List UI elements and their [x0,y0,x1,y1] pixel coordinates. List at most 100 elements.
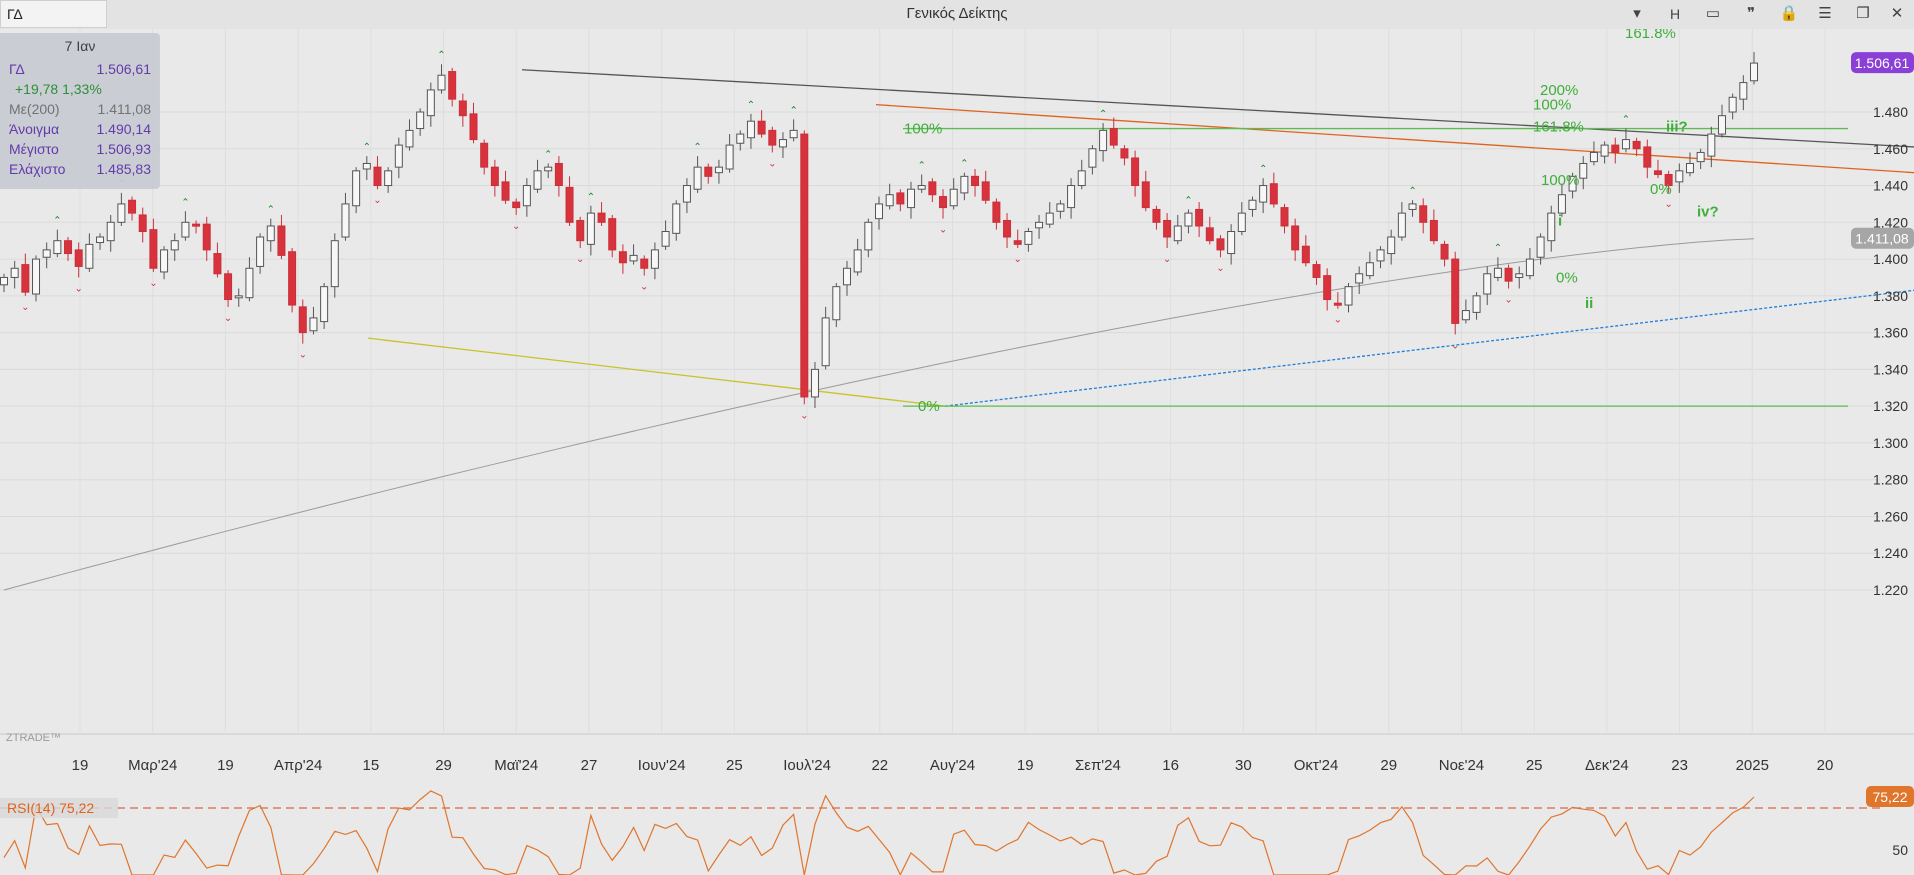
candle-body [1355,273,1364,284]
candle-body [875,203,883,220]
rsi-panel[interactable]: RSI(14) 75,22 50 75,22 [0,777,1914,875]
candle-body [1632,140,1641,150]
fractal-down-icon: ⌄ [640,282,648,293]
candle-body [1675,170,1684,183]
candle-body [106,221,115,242]
candle-body [757,120,766,135]
candle-body [1579,162,1588,179]
candle-body [693,166,702,190]
candle-body [789,129,798,139]
candle-body [821,317,830,367]
info-low-label: Ελάχιστο [9,161,66,177]
chevron-down-icon[interactable]: ▾ [1633,5,1641,22]
chart-background [0,29,1914,875]
candle-body [917,185,926,190]
candle-body [10,267,19,278]
fractal-down-icon: ⌄ [1216,263,1224,274]
candle-body [1621,139,1630,150]
candle-body [1237,212,1246,233]
chart-area[interactable]: ⌄⌃⌄⌃⌄⌃⌄⌃⌄⌃⌄⌃⌄⌃⌄⌃⌄⌃⌃⌄⌃⌄⌃⌄⌃⌄⌃⌄⌃⌄⌃⌄⌃⌄⌃⌄⌃⌄ 1… [0,29,1914,875]
candle-body [1152,208,1161,223]
candle-body [53,240,62,255]
fractal-up-icon: ⌃ [267,205,275,216]
candle-body [1067,185,1076,209]
y-tick-label: 1.440 [1873,178,1908,194]
panel-icon[interactable]: ▭ [1705,5,1721,22]
info-date: 7 Ιαν [64,38,96,54]
close-icon[interactable]: ✕ [1890,5,1904,22]
resistance-line-orange [875,103,1914,174]
candle-body [1109,128,1118,146]
x-tick-label: Αυγ'24 [930,757,975,774]
candle-body [320,286,329,323]
candle-body [373,166,382,187]
candle-body [1461,310,1470,321]
candle-body [800,133,809,398]
x-tick-label: 19 [217,757,234,774]
candle-body [277,225,286,256]
rsi-title: RSI(14) 75,22 [7,800,94,816]
candle-body [1184,212,1193,227]
x-tick-label: Μαρ'24 [128,757,177,774]
candle-body [309,317,318,332]
candle-body [1248,199,1257,210]
candle-body [586,212,595,245]
trend-line-yellow [367,337,946,407]
quote-icon[interactable]: ❞ [1746,5,1756,22]
candle-body [1227,231,1236,255]
y-tick-label: 1.380 [1873,288,1908,304]
fractal-down-icon: ⌄ [1504,294,1512,305]
candle-body [362,162,371,170]
candle-body [85,243,94,269]
symbol-input[interactable]: ΓΔ [0,0,107,28]
y-tick-label: 1.260 [1873,508,1908,524]
candle-body [1750,62,1758,82]
fractal-down-icon: ⌄ [576,254,584,265]
candle-body [448,71,457,100]
fractal-up-icon: ⌃ [917,161,925,172]
candle-body [597,212,606,223]
candle-body [21,264,30,293]
info-open-row: Άνοιγμα 1.490,14 [9,121,151,141]
candle-body [1216,238,1225,251]
fractal-up-icon: ⌃ [960,159,968,170]
candle-body [1397,212,1406,238]
menu-icon[interactable]: ☰ [1818,5,1832,22]
fib-label: 200% [1540,82,1578,99]
candle-body [256,236,265,267]
fractal-down-icon: ⌄ [149,278,157,289]
y-tick-label: 1.480 [1873,104,1908,120]
candle-body [1739,82,1748,100]
y-tick-label: 1.240 [1873,545,1908,561]
y-tick-label: 1.360 [1873,325,1908,341]
x-tick-label: 25 [726,757,743,774]
candle-body [128,199,137,214]
candle-body [725,144,734,170]
candle-body [394,144,403,168]
ma-badge-text: 1.411,08 [1855,231,1909,247]
x-tick-label: Μαϊ'24 [494,757,538,774]
candle-body [1024,231,1033,245]
candle-body [170,240,179,251]
y-tick-label: 1.340 [1873,361,1908,377]
lock-icon[interactable]: 🔒 [1779,5,1799,22]
candle-body [928,181,937,196]
timeframe-button[interactable]: H [1669,6,1681,22]
candle-body [544,166,553,172]
x-tick-label: 27 [581,757,598,774]
fib-label: 100% [1533,97,1571,114]
candle-body [682,185,691,203]
restore-icon[interactable]: ❐ [1856,5,1870,22]
info-ma-value: 1.411,08 [97,101,151,117]
candle-body [608,218,617,251]
info-panel: 7 Ιαν ΓΔ 1.506,61 +19,78 1,33% Με(200) 1… [0,33,160,189]
candle-body [1483,273,1492,295]
candle-body [1269,183,1278,205]
candle-body [971,175,980,187]
fib-label: 0% [918,398,940,415]
candle-body [885,194,894,207]
candle-body [341,203,350,238]
x-tick-label: 19 [1017,757,1034,774]
candle-body [1717,115,1726,135]
candle-body [1707,133,1716,157]
